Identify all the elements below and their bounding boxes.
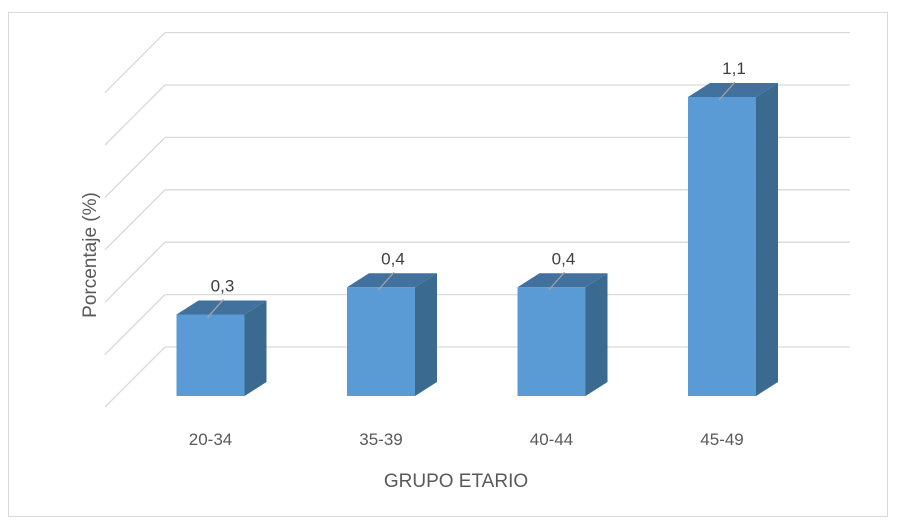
gridline-side bbox=[104, 189, 166, 251]
data-label: 0,3 bbox=[211, 276, 235, 295]
bar-front bbox=[517, 287, 586, 396]
bar-front bbox=[688, 97, 756, 396]
gridline-side bbox=[104, 294, 166, 356]
x-tick-label: 40-44 bbox=[530, 430, 573, 449]
bar-top bbox=[688, 83, 778, 97]
bar-top bbox=[347, 273, 437, 288]
gridline-side bbox=[104, 136, 166, 198]
x-tick-label: 45-49 bbox=[700, 430, 743, 449]
data-label-leader bbox=[207, 299, 224, 318]
data-labels: 0,3 0,4 0,4 1,1 bbox=[207, 59, 746, 318]
x-axis-title: GRUPO ETARIO bbox=[384, 471, 528, 492]
data-label-leader bbox=[718, 81, 736, 101]
data-label-leader bbox=[548, 271, 565, 291]
bar-front bbox=[176, 314, 245, 396]
bar bbox=[688, 83, 778, 396]
bar-front bbox=[347, 287, 415, 396]
bar-side bbox=[756, 83, 778, 396]
data-label: 1,1 bbox=[722, 59, 746, 78]
bar-side bbox=[244, 300, 267, 396]
bar-side bbox=[415, 273, 437, 396]
bar-top bbox=[176, 300, 267, 315]
x-tick-label: 35-39 bbox=[359, 430, 402, 449]
x-tick-label: 20-34 bbox=[189, 430, 232, 449]
x-tick-labels: 20-34 35-39 40-44 45-49 bbox=[189, 430, 744, 449]
data-label: 0,4 bbox=[552, 249, 576, 268]
bar-side bbox=[585, 273, 608, 396]
bar bbox=[517, 273, 608, 396]
bar bbox=[347, 273, 437, 396]
bar-top bbox=[517, 273, 608, 288]
gridline-side bbox=[104, 241, 166, 303]
gridline-side bbox=[104, 32, 166, 94]
data-label-leader bbox=[377, 271, 395, 291]
bar bbox=[176, 300, 267, 396]
data-label: 0,4 bbox=[381, 249, 405, 268]
y-axis-title: Porcentaje (%) bbox=[80, 192, 101, 318]
bars bbox=[176, 83, 778, 396]
gridline-side bbox=[104, 346, 166, 408]
gridline-side bbox=[104, 84, 166, 146]
